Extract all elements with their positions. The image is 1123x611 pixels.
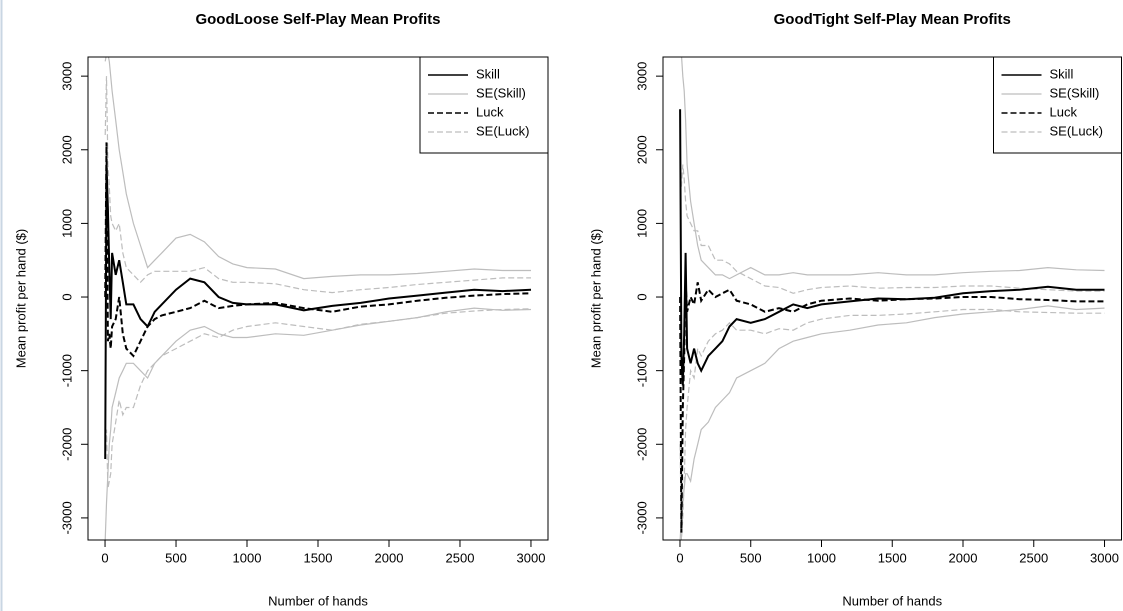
y-tick-label: -1000 <box>634 354 649 387</box>
x-tick-label: 500 <box>740 550 762 565</box>
legend-label: SE(Luck) <box>476 123 529 138</box>
plot-frame <box>662 56 1122 541</box>
se-line <box>679 149 1105 294</box>
y-tick-label: -2000 <box>634 428 649 461</box>
x-tick-label: 2500 <box>446 550 475 565</box>
y-tick-label: 2000 <box>634 135 649 164</box>
y-tick-label: 3000 <box>634 62 649 91</box>
x-tick-label: 2000 <box>375 550 404 565</box>
x-tick-label: 0 <box>676 550 683 565</box>
y-tick-label: 2000 <box>59 135 74 164</box>
y-axis-label: Mean profit per hand ($) <box>13 229 28 368</box>
x-tick-label: 2000 <box>949 550 978 565</box>
legend-label: SE(Luck) <box>1050 123 1103 138</box>
y-tick-label: -3000 <box>59 501 74 534</box>
y-tick-label: 1000 <box>59 209 74 238</box>
se-line <box>104 76 531 294</box>
se-line <box>104 307 532 540</box>
chart-title: GoodLoose Self-Play Mean Profits <box>195 11 440 28</box>
x-tick-label: 2500 <box>1019 550 1048 565</box>
y-tick-label: -3000 <box>634 501 649 534</box>
x-axis-label: Number of hands <box>268 593 368 608</box>
y-axis-label: Mean profit per hand ($) <box>588 229 603 368</box>
x-tick-label: 1500 <box>878 550 907 565</box>
x-tick-label: 3000 <box>517 550 546 565</box>
legend-box <box>993 56 1122 154</box>
legend-label: Skill <box>1050 66 1074 81</box>
x-tick-label: 500 <box>165 550 187 565</box>
legend-label: Luck <box>1050 104 1078 119</box>
series-line <box>104 142 532 358</box>
se-line <box>104 57 531 280</box>
legend-label: Luck <box>476 104 504 119</box>
se-line <box>104 308 532 489</box>
y-tick-label: -1000 <box>59 354 74 387</box>
y-tick-label: 0 <box>59 293 74 300</box>
legend-box <box>419 56 549 154</box>
x-tick-label: 1000 <box>233 550 262 565</box>
se-line <box>679 308 1105 540</box>
series-line <box>679 109 1105 386</box>
se-line <box>679 305 1105 540</box>
se-line <box>680 57 1105 280</box>
x-tick-label: 3000 <box>1090 550 1119 565</box>
series-line <box>104 164 532 460</box>
legend-label: Skill <box>476 66 500 81</box>
plot-frame <box>87 56 549 541</box>
x-tick-label: 1000 <box>807 550 836 565</box>
y-tick-label: -2000 <box>59 428 74 461</box>
series-line <box>679 282 1105 533</box>
x-tick-label: 0 <box>101 550 108 565</box>
y-tick-label: 3000 <box>59 62 74 91</box>
x-axis-label: Number of hands <box>842 593 942 608</box>
chart-title: GoodTight Self-Play Mean Profits <box>774 11 1011 28</box>
x-tick-label: 1500 <box>304 550 333 565</box>
y-tick-label: 1000 <box>634 209 649 238</box>
legend-label: SE(Skill) <box>1050 85 1100 100</box>
y-tick-label: 0 <box>634 293 649 300</box>
legend-label: SE(Skill) <box>476 85 526 100</box>
